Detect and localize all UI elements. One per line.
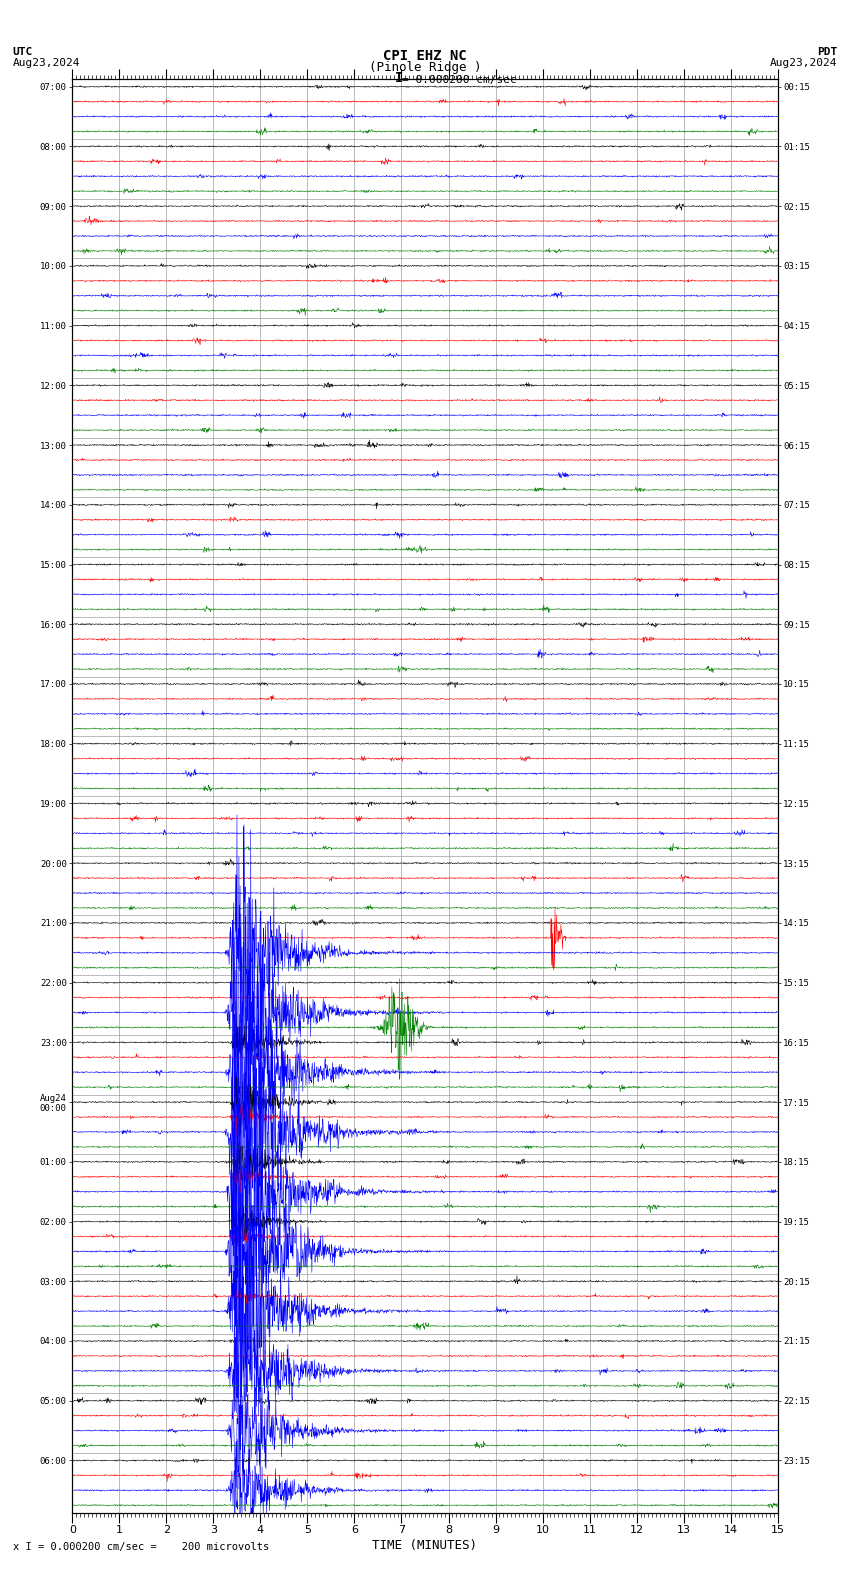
Text: UTC: UTC [13,48,33,57]
Text: Aug23,2024: Aug23,2024 [13,59,80,68]
Text: = 0.000200 cm/sec: = 0.000200 cm/sec [402,74,517,84]
Text: PDT: PDT [817,48,837,57]
Text: Aug23,2024: Aug23,2024 [770,59,837,68]
Text: x I = 0.000200 cm/sec =    200 microvolts: x I = 0.000200 cm/sec = 200 microvolts [13,1543,269,1552]
Text: I: I [395,71,404,84]
Text: (Pinole Ridge ): (Pinole Ridge ) [369,62,481,74]
Text: CPI EHZ NC: CPI EHZ NC [383,49,467,62]
X-axis label: TIME (MINUTES): TIME (MINUTES) [372,1540,478,1552]
